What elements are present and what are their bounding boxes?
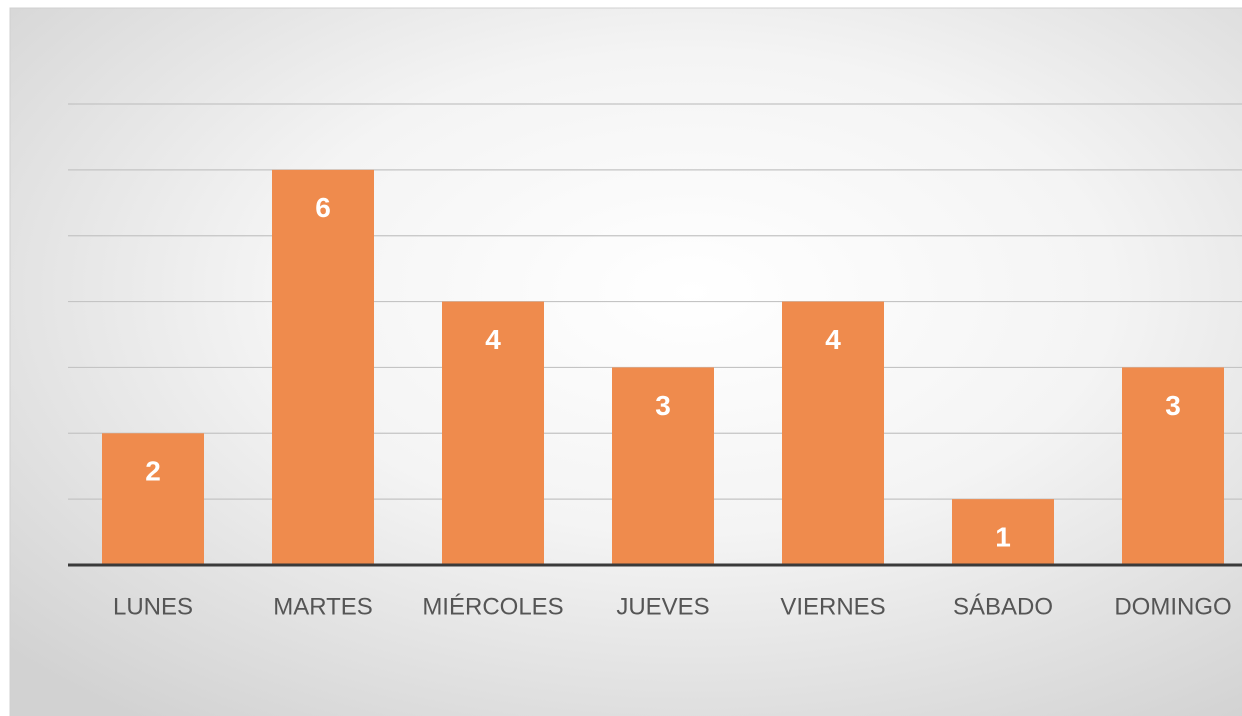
x-tick-label: LUNES xyxy=(113,593,193,620)
x-tick-label: VIERNES xyxy=(780,593,885,620)
data-label: 3 xyxy=(655,390,671,421)
bar xyxy=(952,499,1054,565)
x-tick-label: DOMINGO xyxy=(1114,593,1231,620)
bar xyxy=(1122,367,1224,565)
bar xyxy=(782,301,884,565)
data-label: 4 xyxy=(485,324,501,355)
x-tick-label: MARTES xyxy=(273,593,373,620)
bar xyxy=(442,301,544,565)
data-label: 3 xyxy=(1165,390,1181,421)
data-label: 4 xyxy=(825,324,841,355)
x-tick-label: JUEVES xyxy=(616,593,709,620)
bar xyxy=(272,169,374,565)
bar xyxy=(102,433,204,565)
data-label: 2 xyxy=(145,456,161,487)
x-tick-label: MIÉRCOLES xyxy=(422,593,563,620)
data-label: 1 xyxy=(995,522,1011,553)
bar xyxy=(612,367,714,565)
data-label: 6 xyxy=(315,192,331,223)
chart-area xyxy=(9,7,1242,716)
x-tick-label: SÁBADO xyxy=(953,593,1053,620)
